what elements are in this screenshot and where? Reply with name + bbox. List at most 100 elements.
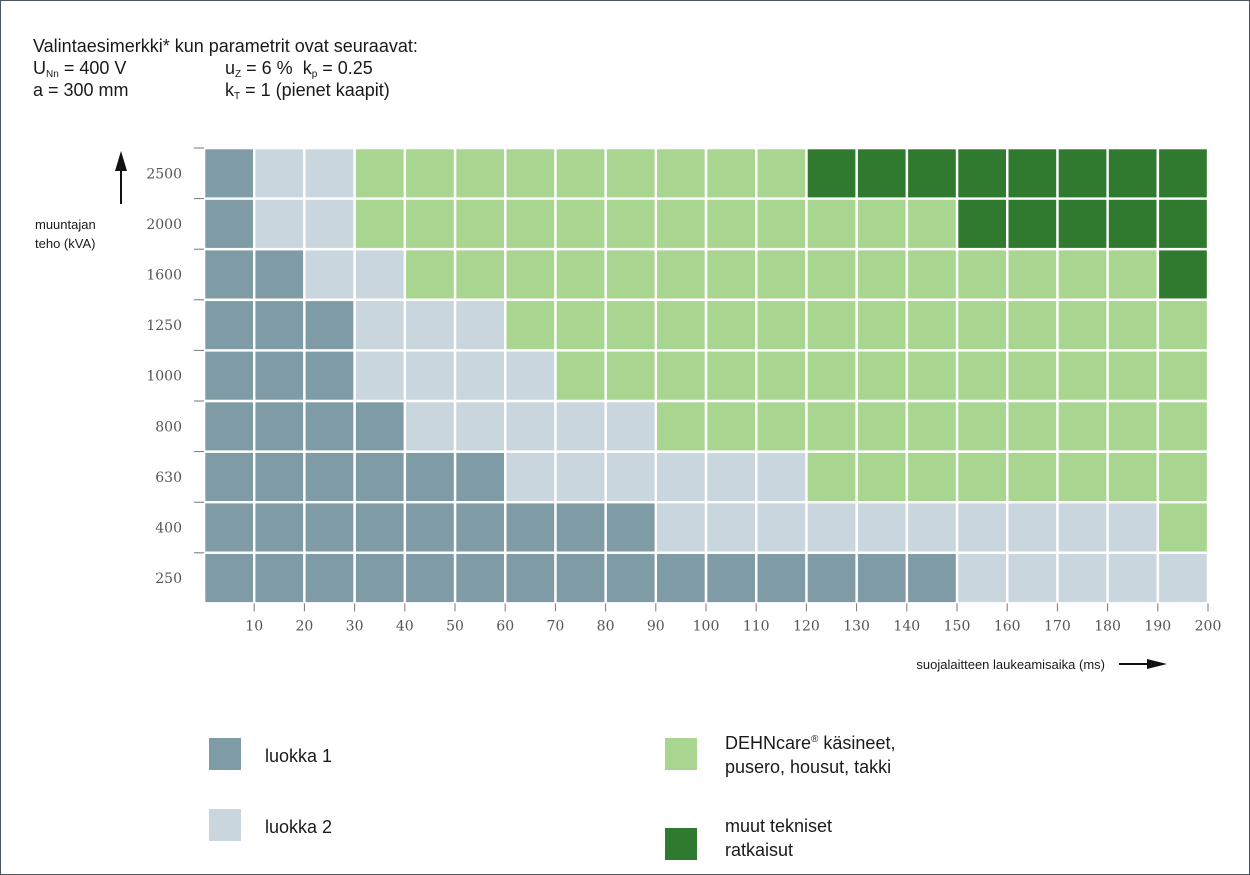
heatmap-cell bbox=[807, 149, 856, 198]
heatmap-cell bbox=[707, 351, 755, 400]
heatmap-cell bbox=[456, 199, 504, 248]
example-heading: Valintaesimerkki* kun parametrit ovat se… bbox=[33, 36, 418, 56]
heatmap-cell bbox=[506, 402, 555, 451]
heatmap-cell bbox=[657, 452, 705, 501]
heatmap-cell bbox=[1058, 250, 1107, 299]
heatmap-cell bbox=[456, 554, 504, 603]
heatmap-cell bbox=[606, 351, 655, 400]
heatmap-cell bbox=[657, 301, 705, 350]
x-tick-label: 140 bbox=[893, 618, 920, 634]
heatmap-cell bbox=[1008, 351, 1057, 400]
heatmap-cell bbox=[857, 250, 906, 299]
heatmap-cell bbox=[456, 402, 504, 451]
heatmap-cell bbox=[1008, 402, 1057, 451]
heatmap-cell bbox=[807, 452, 856, 501]
heatmap-cell bbox=[857, 149, 906, 198]
heatmap-cell bbox=[355, 402, 404, 451]
param-kt: kT = 1 (pienet kaapit) bbox=[225, 80, 390, 102]
heatmap-cell bbox=[355, 351, 404, 400]
heatmap-cell bbox=[355, 199, 404, 248]
heatmap-cell bbox=[707, 301, 755, 350]
y-axis-ticks: 2500 2000 1600 1250 1000 800 630 400 250 bbox=[146, 147, 204, 587]
heatmap-cell bbox=[205, 301, 253, 350]
heatmap-cell bbox=[406, 351, 454, 400]
heatmap-cell bbox=[1108, 301, 1157, 350]
x-tick-label: 40 bbox=[396, 618, 414, 634]
heatmap-cell bbox=[305, 452, 354, 501]
heatmap-cell bbox=[606, 250, 655, 299]
heatmap-cell bbox=[606, 301, 655, 350]
heatmap-cell bbox=[1008, 149, 1057, 198]
heatmap-cell bbox=[958, 301, 1006, 350]
heatmap-cell bbox=[757, 149, 806, 198]
heatmap-cell bbox=[1159, 351, 1207, 400]
heatmap-cell bbox=[205, 250, 253, 299]
heatmap-cell bbox=[1008, 452, 1057, 501]
heatmap-cell bbox=[606, 452, 655, 501]
heatmap-cell bbox=[456, 351, 504, 400]
heatmap-cell bbox=[657, 250, 705, 299]
heatmap-cell bbox=[1058, 199, 1107, 248]
heatmap-cell bbox=[807, 402, 856, 451]
heatmap-cell bbox=[406, 554, 454, 603]
heatmap-cell bbox=[456, 452, 504, 501]
heatmap-cell bbox=[355, 452, 404, 501]
heatmap-cell bbox=[556, 452, 605, 501]
heatmap-cell bbox=[1008, 199, 1057, 248]
heatmap-cell bbox=[1159, 199, 1207, 248]
x-tick-label: 100 bbox=[693, 618, 720, 634]
x-axis-title: suojalaitteen laukeamisaika (ms) bbox=[916, 657, 1105, 672]
heatmap-cell bbox=[606, 402, 655, 451]
heatmap-cell bbox=[606, 503, 655, 552]
y-tick-label: 800 bbox=[155, 419, 182, 435]
heatmap-cell bbox=[255, 250, 304, 299]
heatmap-cell bbox=[908, 301, 956, 350]
heatmap-cell bbox=[255, 503, 304, 552]
heatmap-cell bbox=[255, 402, 304, 451]
heatmap-cell bbox=[707, 402, 755, 451]
y-tick-label: 2000 bbox=[146, 217, 182, 233]
legend-swatch-other-solutions bbox=[665, 828, 697, 860]
x-tick-label: 130 bbox=[843, 618, 870, 634]
heatmap-cell bbox=[908, 452, 956, 501]
heatmap-cell bbox=[406, 452, 454, 501]
heatmap-cell bbox=[406, 503, 454, 552]
heatmap-cell bbox=[807, 554, 856, 603]
heatmap-cell bbox=[908, 503, 956, 552]
x-tick-label: 170 bbox=[1044, 618, 1071, 634]
heatmap-cell bbox=[556, 351, 605, 400]
x-tick-label: 50 bbox=[446, 618, 464, 634]
heatmap-cell bbox=[857, 452, 906, 501]
heatmap-cell bbox=[1058, 402, 1107, 451]
heatmap-cell bbox=[707, 199, 755, 248]
heatmap-cell bbox=[506, 554, 555, 603]
y-tick-label: 400 bbox=[155, 521, 182, 537]
x-tick-label: 60 bbox=[496, 618, 514, 634]
heatmap-cell bbox=[355, 554, 404, 603]
heatmap-cell bbox=[1008, 301, 1057, 350]
heatmap-cell bbox=[556, 402, 605, 451]
heatmap-cell bbox=[506, 452, 555, 501]
heatmap-cell bbox=[1159, 301, 1207, 350]
heatmap-cell bbox=[406, 402, 454, 451]
heatmap-cell bbox=[1008, 250, 1057, 299]
x-tick-label: 70 bbox=[546, 618, 564, 634]
x-tick-label: 160 bbox=[994, 618, 1021, 634]
heatmap-cell bbox=[657, 149, 705, 198]
heatmap-cell bbox=[606, 554, 655, 603]
heatmap-cell bbox=[857, 199, 906, 248]
heatmap-cell bbox=[857, 402, 906, 451]
heatmap-cell bbox=[757, 250, 806, 299]
x-tick-label: 90 bbox=[647, 618, 665, 634]
heatmap-cell bbox=[908, 351, 956, 400]
heatmap-cell bbox=[958, 199, 1006, 248]
heatmap-cell bbox=[1058, 301, 1107, 350]
heatmap-cell bbox=[406, 301, 454, 350]
y-axis-title-line2: teho (kVA) bbox=[35, 236, 95, 251]
heatmap-cell bbox=[657, 351, 705, 400]
heatmap-cell bbox=[205, 402, 253, 451]
heatmap-cell bbox=[456, 503, 504, 552]
heatmap-cell bbox=[1159, 149, 1207, 198]
heatmap-cell bbox=[958, 351, 1006, 400]
